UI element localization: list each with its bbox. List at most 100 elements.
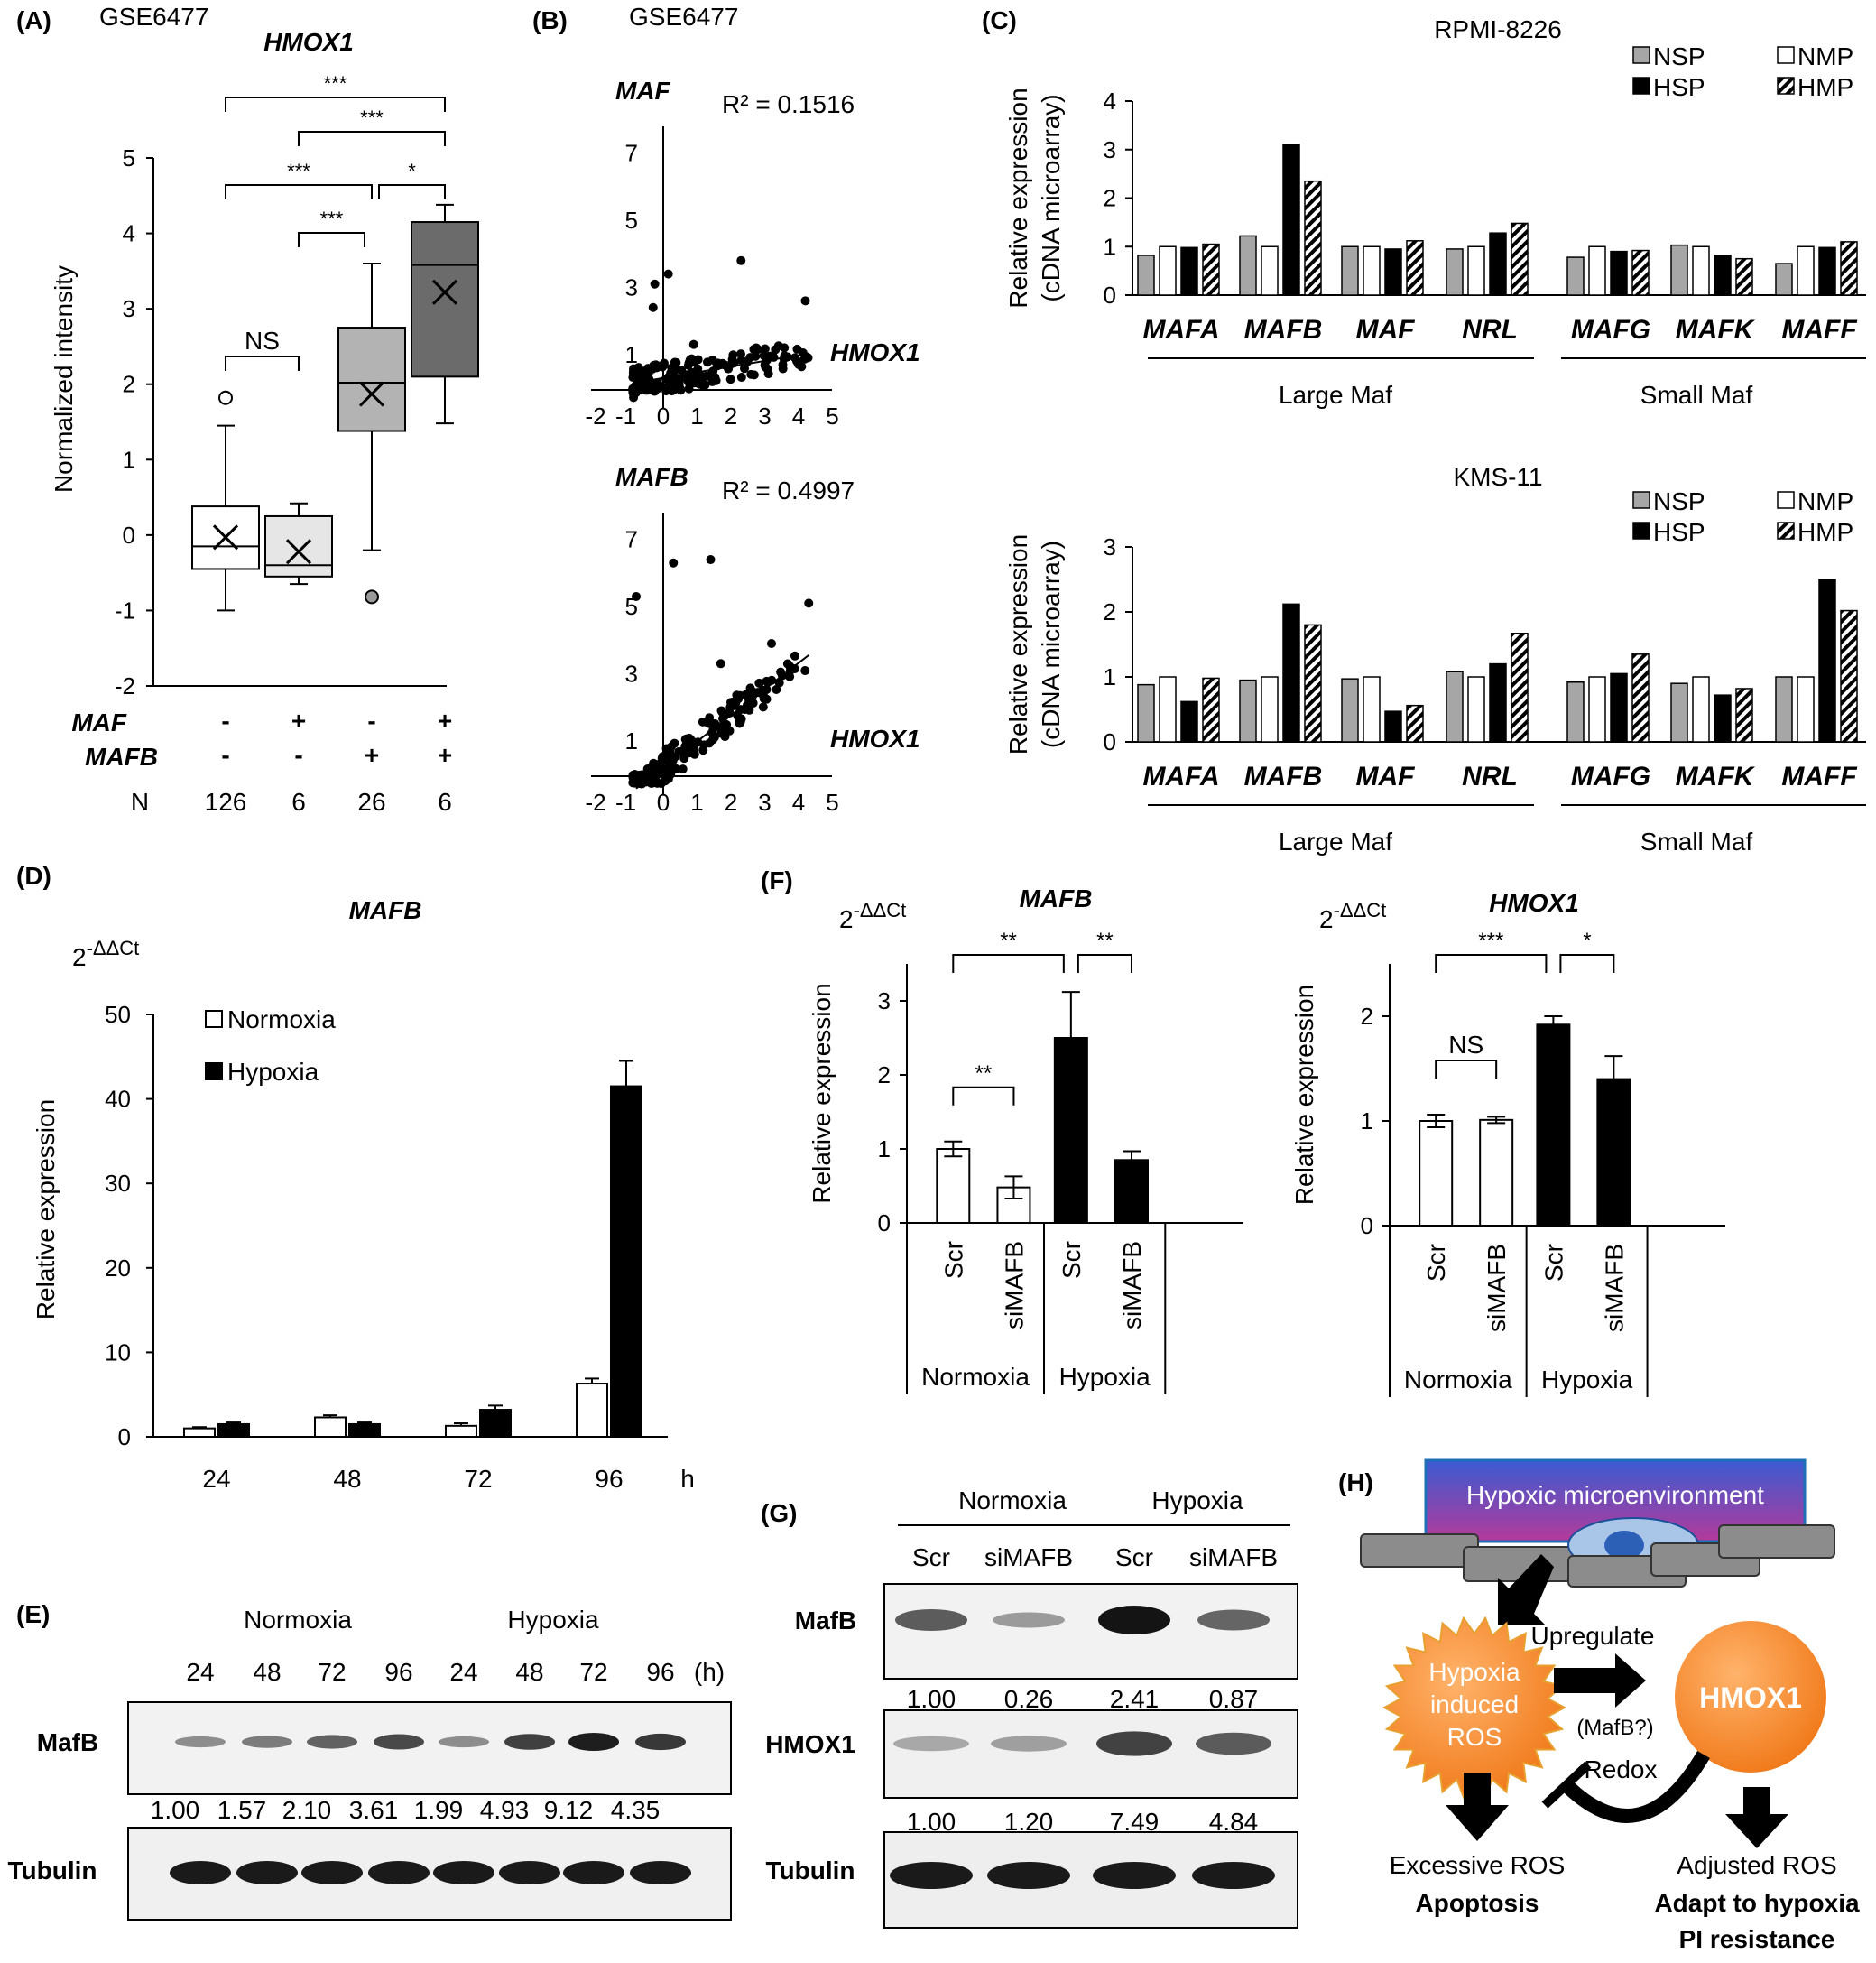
scatter-point [631, 373, 641, 383]
ros-text-line1: Hypoxia [1428, 1658, 1520, 1686]
legend-label: HSP [1653, 518, 1705, 546]
scatter-point [698, 745, 708, 755]
y-tick-label: 2 [1361, 1003, 1373, 1030]
maf-sign: - [367, 707, 375, 735]
protein-band [242, 1736, 292, 1748]
legend-label: NSP [1653, 42, 1705, 70]
panel-b-dataset: GSE6477 [629, 3, 738, 31]
band-quantification: 3.61 [349, 1796, 399, 1824]
bar-nsp [1775, 263, 1793, 296]
bar-hmp [1202, 243, 1220, 296]
x-tick-label: 2 [725, 789, 737, 816]
protein-band [175, 1736, 226, 1748]
x-tick-label: Scr [1422, 1244, 1450, 1282]
significance-bracket [1559, 954, 1615, 973]
bar-hmp [1304, 180, 1322, 296]
x-tick-label: 0 [657, 403, 670, 430]
lane-time-label: 72 [579, 1658, 607, 1686]
condition-label: Hypoxia [1151, 1486, 1243, 1514]
gene-label: MAFB [1244, 762, 1323, 792]
bar-nsp [1775, 676, 1793, 743]
bar-normoxia [183, 1427, 216, 1439]
scatter-point [800, 666, 810, 676]
blot-row-label: Tubulin [766, 1857, 855, 1884]
legend-label: HMP [1797, 518, 1853, 546]
scatter-point [706, 555, 716, 565]
hmox1-band [1096, 1731, 1172, 1756]
x-tick-label: 0 [657, 789, 670, 816]
bar-nsp [1566, 256, 1585, 296]
y-tick-label: 4 [1104, 88, 1116, 115]
gene-label: MAF [1356, 762, 1416, 792]
panel-a-boxes [191, 203, 479, 612]
band-quantification: 0.26 [1004, 1685, 1054, 1713]
lane-label: siMAFB [984, 1543, 1073, 1571]
bar [1479, 1118, 1514, 1227]
panel-c-label: (C) [982, 6, 1017, 34]
scatter-point [669, 558, 679, 568]
scatter-point [663, 269, 673, 279]
y-tick-label: -2 [115, 672, 135, 699]
bar-hsp [1489, 662, 1507, 743]
blot-membrane [127, 1701, 732, 1795]
scatter-gene: MAFB [615, 463, 688, 491]
ros-text-line2: induced [1430, 1690, 1519, 1718]
condition-label: Normoxia [1404, 1366, 1512, 1394]
bar-nsp [1137, 683, 1155, 743]
r-squared: R² = 0.1516 [722, 90, 855, 118]
x-tick-label: -1 [615, 789, 636, 816]
panel-a-yticks: 5 4 3 2 1 0 -1 -2 [115, 144, 153, 699]
chart-gene: HMOX1 [1489, 889, 1579, 917]
scatter-point [648, 302, 658, 312]
band-quantification: 4.35 [611, 1796, 661, 1824]
scatter-xlabel: HMOX1 [830, 338, 920, 366]
gene-label: MAFF [1781, 315, 1857, 345]
bar-nmp [1692, 676, 1710, 743]
tubulin-band [987, 1862, 1070, 1889]
panel-b-label: (B) [532, 6, 568, 34]
bar-hsp [1818, 579, 1836, 743]
bar-hsp [1384, 710, 1402, 743]
condition-label: Hypoxia [1541, 1366, 1633, 1394]
gene-label: MAF [1356, 315, 1416, 345]
bar [936, 1148, 971, 1224]
bar-nsp [1670, 244, 1688, 296]
legend-swatch [1632, 522, 1650, 540]
scatter-point [712, 359, 722, 369]
scatter-point [732, 690, 742, 700]
panel-c-chart-kms: KMS-11 3 2 1 0 Relative expression (cDNA micro… [1004, 463, 1866, 856]
legend-label: HMP [1797, 73, 1853, 101]
scatter-point [726, 698, 736, 708]
band-quantification: 0.87 [1209, 1685, 1259, 1713]
panel-a-n-label: N [131, 788, 149, 816]
adapt-hypoxia-text: Adapt to hypoxia [1654, 1889, 1860, 1917]
hmox1-circle [1675, 1621, 1826, 1773]
scatter-point [736, 255, 746, 265]
x-tick-label: 72 [464, 1465, 492, 1493]
scatter-point [628, 387, 638, 397]
apoptosis-text: Apoptosis [1416, 1889, 1539, 1917]
scatter-point [754, 678, 764, 688]
band-quantification: 1.57 [217, 1796, 267, 1824]
legend-swatch [1632, 77, 1650, 95]
bar-hmp [1840, 241, 1858, 296]
scatter-point [744, 705, 754, 715]
scatter-gene: MAF [615, 77, 671, 105]
scatter-point [742, 689, 752, 699]
significance-label: * [408, 160, 416, 182]
x-tick-label: 2 [725, 403, 737, 430]
panel-g-blot: Normoxia Hypoxia Scr siMAFB Scr siMAFB MafB HMO… [765, 1486, 1298, 1929]
excessive-ros-text: Excessive ROS [1390, 1851, 1566, 1879]
box [411, 221, 479, 378]
scatter-point [702, 357, 712, 367]
bar-nmp [1797, 245, 1815, 296]
scatter-point [670, 357, 679, 367]
y-tick-label: 1 [1104, 233, 1116, 260]
scatter-point [762, 694, 772, 704]
unit-label: 2-ΔΔCt [839, 899, 906, 933]
chart-gene: MAFB [1020, 884, 1093, 912]
protein-band [307, 1735, 357, 1749]
panel-e-blot: Normoxia Hypoxia 24 48 72 96 24 48 72 96 (h) MafB Tu… [8, 1606, 732, 1921]
bar-hsp [1489, 232, 1507, 296]
